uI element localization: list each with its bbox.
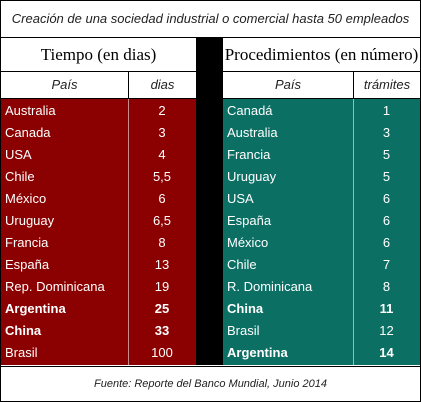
left-row-country: USA	[5, 147, 32, 162]
left-col-country-header: País	[1, 72, 128, 98]
left-subheader-bottom	[1, 98, 196, 99]
left-row-country: Chile	[5, 169, 35, 184]
right-table-row: R. Dominicana 8	[223, 276, 420, 298]
right-row-value: 3	[382, 125, 391, 140]
left-header-divider	[1, 71, 196, 72]
left-table-row: Chile 5,5	[1, 166, 196, 188]
left-row-country: Uruguay	[5, 213, 55, 228]
right-row-value: 12	[379, 323, 394, 338]
left-data-panel: Australia 2 Canada 3 USA 4 Chile 5,5 México 6 Urug…	[1, 99, 196, 365]
right-row-value: 8	[382, 279, 391, 294]
right-row-value: 1	[382, 103, 391, 118]
right-row-value: 5	[382, 169, 391, 184]
right-table-row: Francia 5	[223, 144, 420, 166]
left-row-value: 25	[154, 301, 170, 316]
right-row-country: Argentina	[227, 345, 288, 360]
left-row-country: México	[5, 191, 47, 206]
right-row-country: R. Dominicana	[227, 279, 313, 294]
right-row-country: Canadá	[227, 103, 273, 118]
left-row-value: 13	[154, 257, 170, 272]
right-subheader-divider	[353, 72, 354, 99]
left-table-row: Francia 8	[1, 232, 196, 254]
source-footer: Fuente: Reporte del Banco Mundial, Junio…	[1, 366, 420, 402]
right-col-value-header: trámites	[354, 72, 420, 98]
right-table-row: Uruguay 5	[223, 166, 420, 188]
right-row-country: Francia	[227, 147, 271, 162]
right-row-value: 6	[382, 235, 391, 250]
right-row-value: 14	[379, 345, 394, 360]
left-row-value: 6,5	[152, 213, 172, 228]
right-header: Procedimientos (en número)	[223, 38, 420, 71]
right-table-row: Chile 7	[223, 254, 420, 276]
left-table-row: USA 4	[1, 144, 196, 166]
right-data-panel: Canadá 1 Australia 3 Francia 5 Uruguay 5 USA 6 Esp…	[223, 99, 420, 365]
right-row-country: China	[227, 301, 264, 316]
right-table-row: Brasil 12	[223, 320, 420, 342]
left-row-country: China	[5, 323, 42, 338]
left-table-row: Brasil 100	[1, 342, 196, 364]
table-title: Creación de una sociedad industrial o co…	[1, 1, 420, 38]
left-row-value: 6	[158, 191, 166, 206]
left-table-row: México 6	[1, 188, 196, 210]
left-row-country: Australia	[5, 103, 56, 118]
left-row-value: 33	[154, 323, 170, 338]
right-table-row: Australia 3	[223, 122, 420, 144]
left-header: Tiempo (en dias)	[1, 38, 196, 71]
left-row-value: 2	[158, 103, 166, 118]
right-table-row: USA 6	[223, 188, 420, 210]
left-column-divider	[128, 99, 129, 365]
left-row-value: 100	[151, 345, 173, 360]
right-subheader-bottom	[223, 98, 420, 99]
left-table-row: Canada 3	[1, 122, 196, 144]
right-row-value: 6	[382, 191, 391, 206]
left-table-row: Australia 2	[1, 100, 196, 122]
left-table-row: Rep. Dominicana 19	[1, 276, 196, 298]
left-row-value: 3	[158, 125, 166, 140]
right-row-value: 6	[382, 213, 391, 228]
left-row-country: Francia	[5, 235, 49, 250]
left-row-country: Rep. Dominicana	[5, 279, 105, 294]
left-table-row: China 33	[1, 320, 196, 342]
left-table-row: Argentina 25	[1, 298, 196, 320]
right-row-country: Australia	[227, 125, 278, 140]
right-row-country: España	[227, 213, 272, 228]
left-row-value: 8	[158, 235, 166, 250]
left-col-value-header: dias	[129, 72, 196, 98]
right-table-row: Argentina 14	[223, 342, 420, 364]
right-row-value: 5	[382, 147, 391, 162]
right-row-value: 7	[382, 257, 391, 272]
left-table-row: Uruguay 6,5	[1, 210, 196, 232]
right-row-country: Chile	[227, 257, 257, 272]
right-column-divider	[353, 99, 354, 365]
left-subheader-divider	[128, 72, 129, 99]
left-row-country: España	[5, 257, 50, 272]
left-row-value: 5,5	[152, 169, 172, 184]
right-row-country: Uruguay	[227, 169, 277, 184]
left-row-country: Argentina	[5, 301, 66, 316]
right-table-row: México 6	[223, 232, 420, 254]
right-row-country: USA	[227, 191, 254, 206]
right-table-row: España 6	[223, 210, 420, 232]
right-header-divider	[223, 71, 420, 72]
right-row-country: Brasil	[227, 323, 260, 338]
left-row-value: 19	[154, 279, 170, 294]
center-black-divider	[196, 38, 223, 365]
right-col-country-header: País	[223, 72, 353, 98]
left-row-country: Brasil	[5, 345, 38, 360]
right-row-country: México	[227, 235, 269, 250]
right-row-value: 11	[379, 301, 394, 316]
right-table-row: Canadá 1	[223, 100, 420, 122]
right-table-row: China 11	[223, 298, 420, 320]
left-table-row: España 13	[1, 254, 196, 276]
left-row-country: Canada	[5, 125, 51, 140]
left-row-value: 4	[158, 147, 166, 162]
